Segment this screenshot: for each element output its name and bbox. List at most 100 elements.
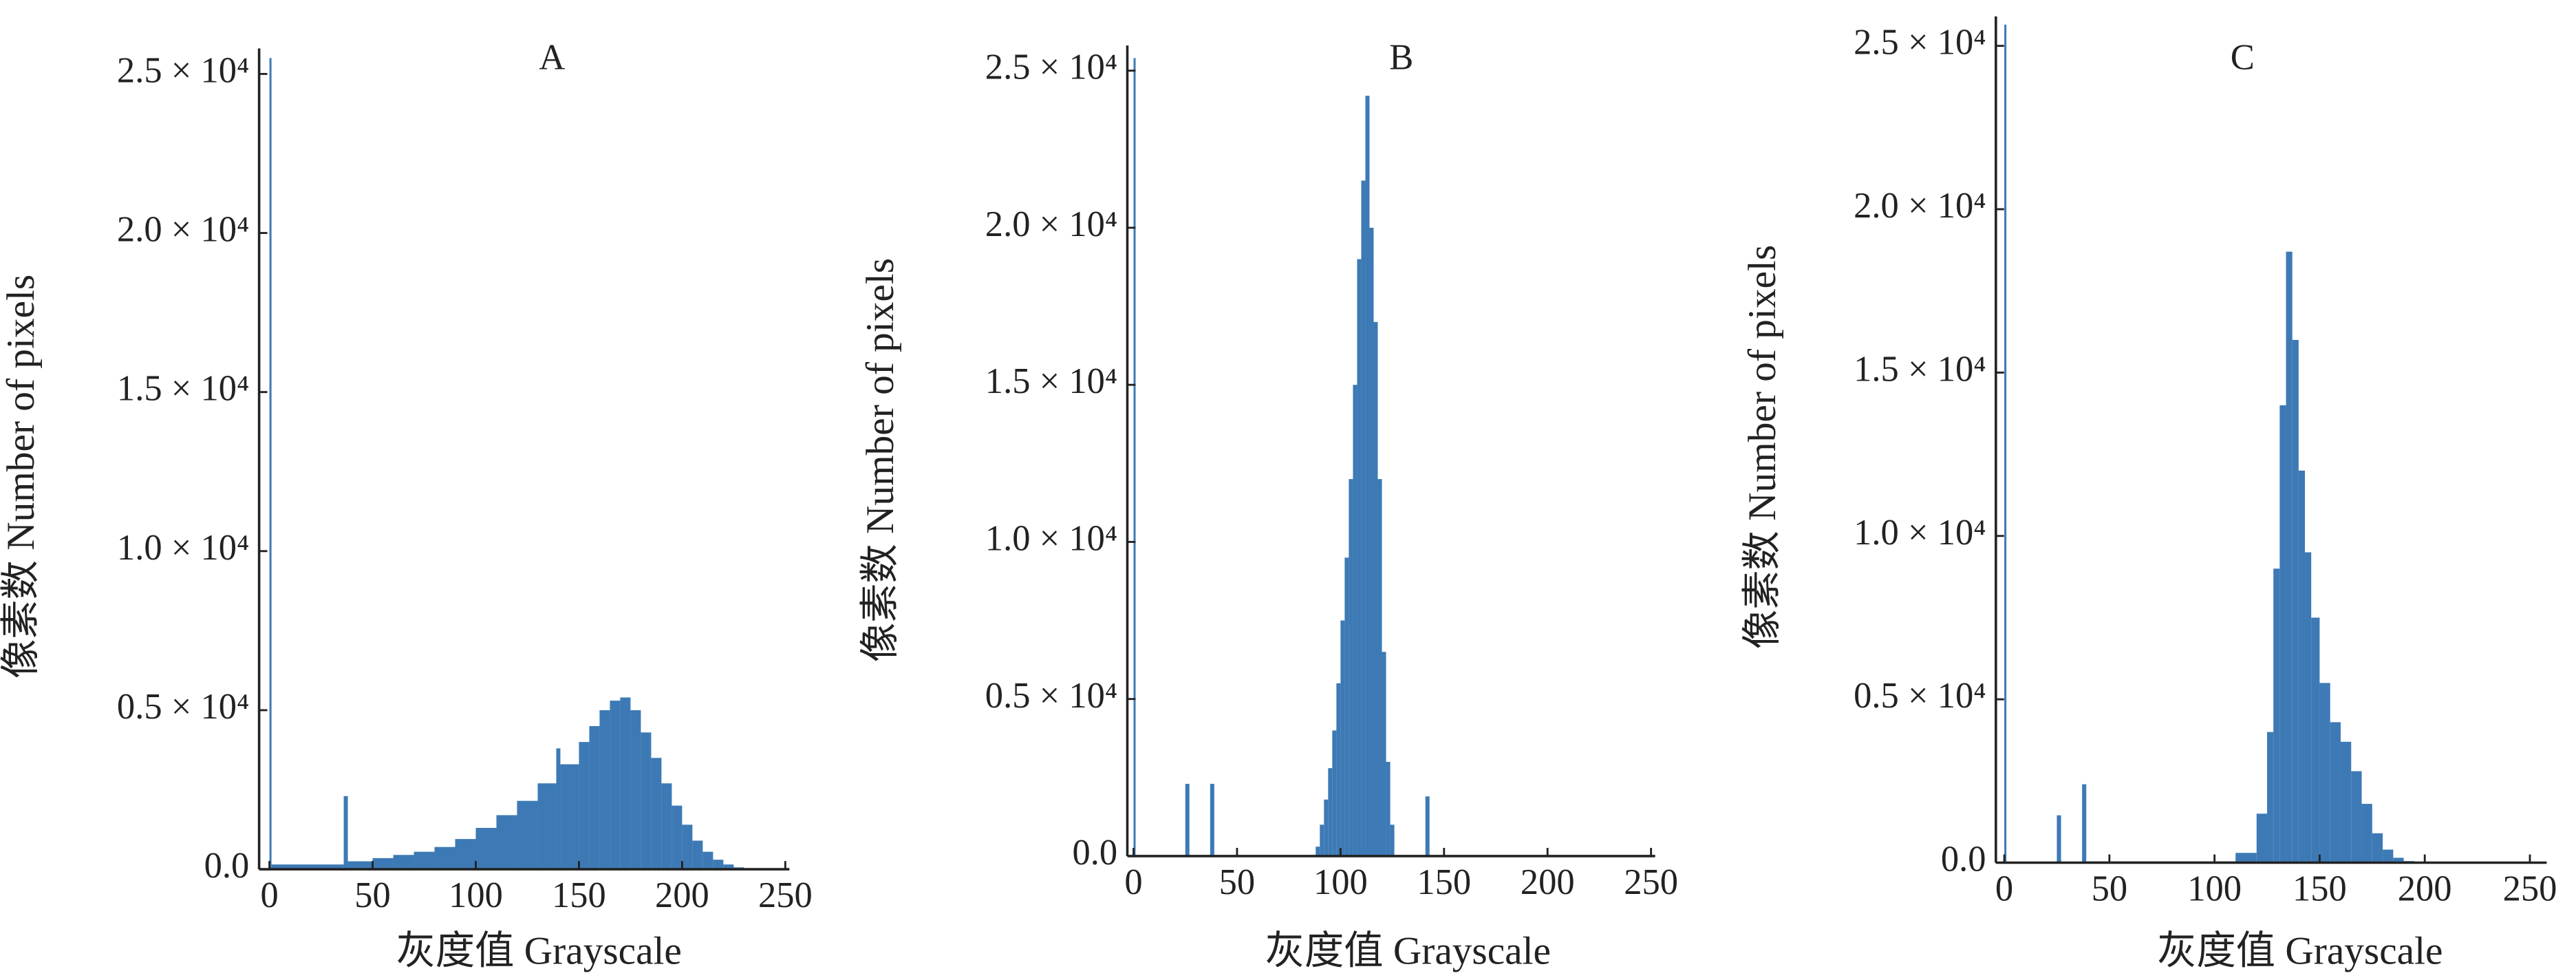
y-tick-label: 2.0 × 10⁴: [1854, 186, 1986, 226]
x-tick-label: 50: [1219, 862, 1256, 902]
bar: [2311, 617, 2320, 863]
bar: [1377, 479, 1382, 856]
bar: [1361, 180, 1366, 856]
x-tick-label: 200: [1521, 862, 1575, 902]
bar: [2057, 815, 2061, 863]
bar: [1320, 824, 1324, 856]
x-tick-label: 200: [655, 875, 709, 915]
bar: [620, 697, 631, 870]
bar: [2267, 732, 2274, 863]
bar: [2235, 853, 2257, 863]
bar: [692, 840, 703, 870]
bar: [2372, 833, 2383, 863]
bar: [713, 860, 724, 870]
y-tick-label: 2.0 × 10⁴: [117, 210, 249, 250]
bar: [579, 742, 590, 870]
y-tick-label: 2.0 × 10⁴: [985, 204, 1117, 244]
bar: [1316, 846, 1320, 856]
bar: [2319, 683, 2330, 863]
x-tick-label: 0: [1995, 869, 2013, 909]
bar: [1328, 768, 1333, 856]
x-axis-label: 灰度值 Grayscale: [1265, 929, 1551, 972]
bar: [1340, 620, 1345, 856]
bar: [589, 726, 600, 870]
y-tick-label: 0.5 × 10⁴: [117, 687, 249, 727]
bar: [269, 58, 272, 870]
bar: [2273, 568, 2280, 863]
x-tick-label: 50: [354, 875, 391, 915]
bar: [651, 758, 662, 870]
bar: [2383, 849, 2394, 863]
x-tick-label: 100: [2187, 869, 2242, 909]
bar: [1344, 557, 1349, 856]
x-axis-label: 灰度值 Grayscale: [2157, 929, 2443, 972]
bar: [1336, 683, 1341, 856]
bar: [455, 839, 476, 870]
bar: [2330, 722, 2341, 863]
bar: [537, 783, 557, 870]
bar: [496, 815, 517, 870]
y-tick-label: 1.0 × 10⁴: [117, 528, 249, 568]
y-tick-label: 1.5 × 10⁴: [985, 361, 1117, 401]
bar: [1332, 730, 1337, 856]
x-tick-label: 250: [1624, 862, 1678, 902]
bar: [1324, 799, 1329, 856]
bar: [2393, 858, 2404, 863]
bar: [1365, 96, 1370, 856]
x-tick-label: 50: [2092, 869, 2128, 909]
y-tick-label: 0.5 × 10⁴: [1854, 676, 1986, 716]
y-tick-label: 2.5 × 10⁴: [117, 50, 249, 90]
bar: [610, 701, 621, 870]
y-tick-label: 1.0 × 10⁴: [985, 518, 1117, 558]
bar: [1185, 783, 1190, 856]
chart-title: C: [2231, 37, 2255, 77]
y-tick-label: 0.0: [204, 846, 250, 886]
bar: [1133, 58, 1136, 856]
y-axis-label: 像素数 Number of pixels: [0, 275, 43, 679]
y-axis-label: 像素数 Number of pixels: [1741, 245, 1784, 649]
bar: [2361, 804, 2372, 863]
bar: [723, 864, 734, 870]
bar: [599, 710, 610, 870]
bar: [343, 796, 348, 870]
bar: [393, 855, 414, 870]
bar: [560, 764, 579, 870]
x-tick-label: 0: [260, 875, 278, 915]
bar: [2351, 771, 2362, 863]
bar: [661, 783, 672, 870]
y-tick-label: 1.5 × 10⁴: [1854, 349, 1986, 389]
bar: [434, 846, 455, 870]
bar: [475, 827, 497, 870]
x-tick-label: 250: [2503, 869, 2557, 909]
x-axis-label: 灰度值 Grayscale: [396, 929, 682, 972]
x-tick-label: 150: [2293, 869, 2347, 909]
bar: [556, 748, 561, 870]
bar: [1386, 762, 1391, 856]
bar: [1425, 796, 1430, 856]
x-tick-label: 150: [552, 875, 606, 915]
bar: [1390, 824, 1395, 856]
chart-title: B: [1389, 37, 1413, 77]
bar: [1373, 321, 1378, 856]
bar: [347, 861, 373, 870]
bar: [672, 805, 683, 870]
bar: [517, 800, 538, 870]
bar: [414, 851, 435, 870]
bar: [2279, 405, 2286, 863]
y-tick-label: 0.0: [1073, 833, 1118, 873]
bar: [1382, 652, 1386, 856]
bar: [2256, 813, 2268, 863]
y-tick-label: 1.5 × 10⁴: [117, 369, 249, 409]
bar: [1349, 479, 1353, 856]
bar: [630, 710, 641, 870]
chart-title: A: [539, 37, 565, 77]
y-tick-label: 0.0: [1941, 840, 1986, 880]
bar: [2292, 339, 2299, 863]
bar: [1210, 783, 1214, 856]
bar: [2298, 470, 2306, 863]
x-tick-label: 200: [2398, 869, 2452, 909]
bar: [271, 864, 344, 870]
bar: [1353, 385, 1357, 856]
x-tick-label: 100: [449, 875, 503, 915]
